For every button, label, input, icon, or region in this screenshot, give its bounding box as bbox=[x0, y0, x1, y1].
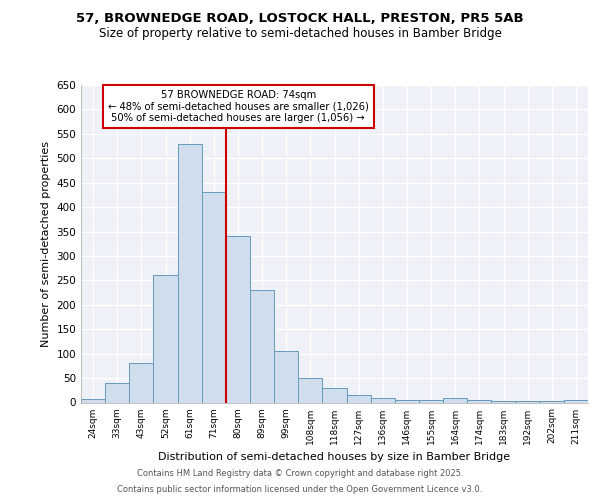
Bar bbox=[250, 290, 274, 403]
Bar bbox=[154, 274, 178, 402]
Bar bbox=[129, 364, 154, 403]
Y-axis label: Number of semi-detached properties: Number of semi-detached properties bbox=[41, 141, 51, 347]
Bar bbox=[347, 395, 371, 402]
Bar bbox=[322, 388, 347, 402]
Bar bbox=[540, 401, 564, 402]
Bar bbox=[395, 400, 419, 402]
Bar bbox=[515, 401, 540, 402]
Bar bbox=[443, 398, 467, 402]
Bar bbox=[274, 351, 298, 403]
Bar bbox=[371, 398, 395, 402]
Bar bbox=[467, 400, 491, 402]
Bar bbox=[226, 236, 250, 402]
Bar bbox=[564, 400, 588, 402]
Bar bbox=[202, 192, 226, 402]
Bar bbox=[105, 383, 129, 402]
Text: Size of property relative to semi-detached houses in Bamber Bridge: Size of property relative to semi-detach… bbox=[98, 28, 502, 40]
Bar bbox=[419, 400, 443, 402]
Bar bbox=[298, 378, 322, 402]
Text: Contains HM Land Registry data © Crown copyright and database right 2025.: Contains HM Land Registry data © Crown c… bbox=[137, 468, 463, 477]
Bar bbox=[81, 399, 105, 402]
Bar bbox=[178, 144, 202, 402]
Bar bbox=[491, 401, 515, 402]
Text: 57, BROWNEDGE ROAD, LOSTOCK HALL, PRESTON, PR5 5AB: 57, BROWNEDGE ROAD, LOSTOCK HALL, PRESTO… bbox=[76, 12, 524, 26]
Text: Contains public sector information licensed under the Open Government Licence v3: Contains public sector information licen… bbox=[118, 485, 482, 494]
Text: 57 BROWNEDGE ROAD: 74sqm
← 48% of semi-detached houses are smaller (1,026)
50% o: 57 BROWNEDGE ROAD: 74sqm ← 48% of semi-d… bbox=[108, 90, 368, 123]
X-axis label: Distribution of semi-detached houses by size in Bamber Bridge: Distribution of semi-detached houses by … bbox=[158, 452, 511, 462]
